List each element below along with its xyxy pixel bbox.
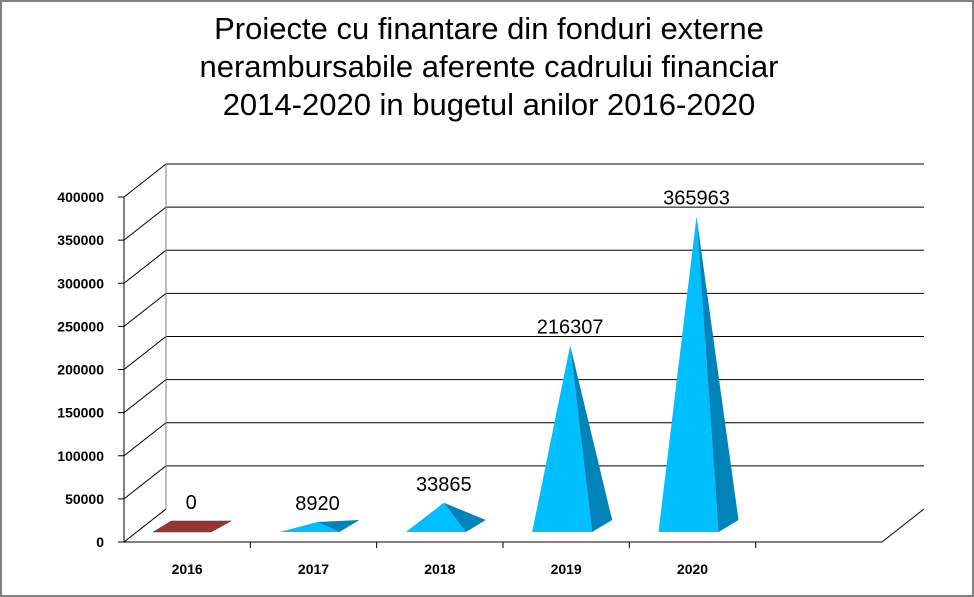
gridline-depth [123,336,167,370]
y-tick-label: 200000 [57,362,104,378]
pyramid-bar [532,345,593,532]
gridline-depth [123,206,167,241]
y-tick-label: 50000 [65,491,104,507]
x-tick-label: 2019 [551,561,582,577]
chart-title-line-1: Proiecte cu finantare din fonduri extern… [214,11,764,46]
floor-right-edge [881,508,925,543]
data-label: 8920 [295,493,340,515]
x-tick-label: 2017 [298,561,329,577]
gridline-depth [123,422,167,457]
pyramid-bar-side [317,520,360,532]
pyramid-bar-side [696,216,739,532]
y-tick-label: 250000 [57,318,104,334]
pyramid-bar [405,502,466,532]
y-tick-label: 350000 [57,232,104,248]
y-tick-label: 0 [96,534,104,550]
pyramid-bar [279,522,340,532]
data-label: 33865 [416,474,472,496]
y-tick-label: 150000 [57,405,104,421]
x-tick-label: 2020 [677,561,708,577]
chart-title: Proiecte cu finantare din fonduri extern… [2,10,972,124]
gridline-depth [123,508,167,543]
chart-title-line-2: nerambursabile aferente cadrului financi… [199,49,779,84]
data-label: 216307 [537,316,604,338]
gridline-depth [123,292,167,327]
data-label: 0 [186,492,197,514]
gridline-depth [123,379,167,414]
gridline-depth [123,163,167,198]
gridline-depth [123,465,167,500]
y-tick-label: 400000 [57,189,104,205]
data-label: 365963 [663,187,730,209]
pyramid-bar-side [570,345,613,532]
pyramid-bar [658,216,719,532]
y-tick-label: 100000 [57,448,104,464]
x-tick-label: 2018 [424,561,455,577]
y-tick-label: 300000 [57,275,104,291]
pyramid-bar [152,520,232,533]
gridline-depth [123,249,167,284]
chart-title-line-3: 2014-2020 in bugetul anilor 2016-2020 [222,87,756,122]
x-tick-label: 2016 [172,561,203,577]
pyramid-bar-side [443,502,486,532]
